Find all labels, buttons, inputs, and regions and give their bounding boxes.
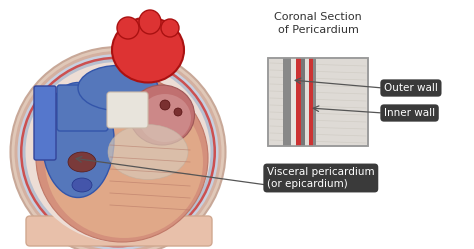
Ellipse shape bbox=[68, 152, 96, 172]
Bar bbox=[283, 58, 291, 146]
Ellipse shape bbox=[117, 17, 139, 39]
Ellipse shape bbox=[45, 86, 203, 238]
Circle shape bbox=[174, 108, 182, 116]
FancyBboxPatch shape bbox=[107, 92, 148, 128]
Ellipse shape bbox=[108, 124, 188, 180]
Bar bbox=[296, 58, 301, 146]
Ellipse shape bbox=[139, 94, 191, 142]
Ellipse shape bbox=[161, 19, 179, 37]
Ellipse shape bbox=[10, 47, 226, 249]
FancyBboxPatch shape bbox=[57, 85, 108, 131]
Ellipse shape bbox=[42, 82, 114, 197]
FancyBboxPatch shape bbox=[34, 86, 56, 160]
Text: Inner wall: Inner wall bbox=[384, 108, 435, 118]
FancyBboxPatch shape bbox=[26, 216, 212, 246]
Text: Visceral pericardium
(or epicardium): Visceral pericardium (or epicardium) bbox=[267, 167, 374, 189]
Circle shape bbox=[160, 100, 170, 110]
Bar bbox=[291, 58, 296, 146]
Ellipse shape bbox=[15, 51, 221, 249]
Text: Coronal Section
of Pericardium: Coronal Section of Pericardium bbox=[274, 12, 362, 35]
Bar bbox=[301, 58, 305, 146]
Ellipse shape bbox=[112, 17, 184, 82]
Bar bbox=[305, 58, 309, 146]
Ellipse shape bbox=[26, 62, 210, 242]
Ellipse shape bbox=[18, 54, 219, 249]
Ellipse shape bbox=[36, 74, 208, 242]
Ellipse shape bbox=[22, 59, 213, 245]
Ellipse shape bbox=[139, 10, 161, 34]
Ellipse shape bbox=[20, 57, 216, 248]
Ellipse shape bbox=[78, 65, 158, 111]
Text: Outer wall: Outer wall bbox=[384, 83, 438, 93]
Ellipse shape bbox=[72, 178, 92, 192]
Bar bbox=[309, 58, 313, 146]
FancyBboxPatch shape bbox=[268, 58, 368, 146]
Bar bbox=[313, 58, 316, 146]
Ellipse shape bbox=[129, 85, 194, 145]
